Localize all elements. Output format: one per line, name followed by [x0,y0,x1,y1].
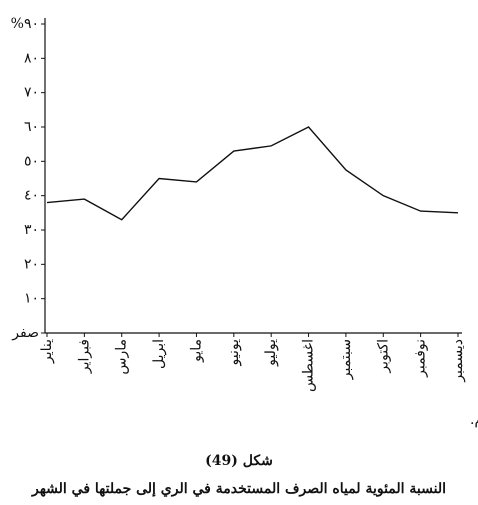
x-tick-label: اكتوبر [375,339,391,374]
x-tick-label: فبراير [76,339,92,374]
y-tick-label: ٧٠ [24,85,39,101]
source-note: المصدر: مجلس حماية البيئة 1992م. [470,412,478,428]
figure-label: شكل (49) [205,453,273,469]
y-tick-label: ٢٠ [24,256,39,272]
x-tick-label: نوفمبر [413,339,429,378]
data-line [46,126,459,221]
y-tick-label: ١٠ [24,291,39,307]
figure-caption: النسبة المئوية لمياه الصرف المستخدمة في … [31,481,446,498]
x-tick-label: مايو [188,339,204,363]
y-tick-label: ٨٠ [24,50,39,66]
y-tick-label: ٤٠ [24,188,39,204]
y-tick-label: ٥٠ [24,153,39,169]
y-tick-label: صفر [11,325,39,341]
x-tick-label: ديسمبر [450,339,466,383]
x-tick-label: يناير [39,339,55,364]
x-tick-label: يونيو [226,339,242,367]
x-tick-label: يوليو [263,339,279,367]
y-tick-label: ٣٠ [24,222,39,238]
x-tick-label: اغسطس [301,339,317,392]
x-tick-label: مارس [114,339,130,375]
x-tick-label: ابريل [151,339,167,369]
x-tick-label: سبتمبر [338,339,354,380]
y-tick-label: %٩٠ [11,16,39,32]
y-tick-label: ٦٠ [24,119,39,135]
